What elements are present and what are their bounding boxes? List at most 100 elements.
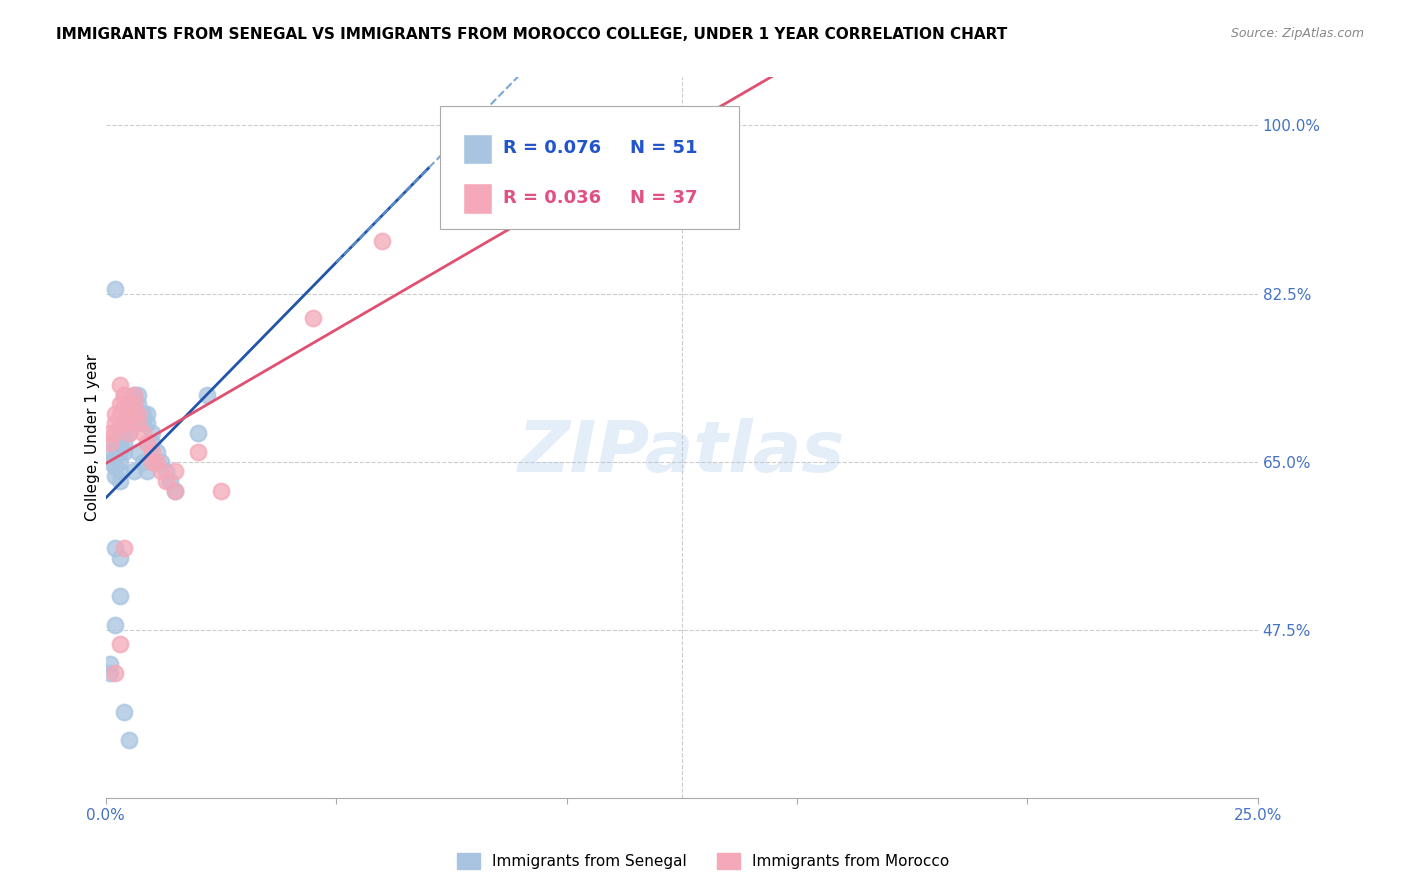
Point bbox=[108, 455, 131, 469]
Point bbox=[122, 387, 145, 401]
Point bbox=[112, 387, 135, 401]
Point bbox=[108, 417, 131, 431]
Point bbox=[104, 618, 127, 632]
Point bbox=[108, 464, 131, 478]
Point bbox=[112, 397, 135, 411]
Point bbox=[104, 435, 127, 450]
Point bbox=[127, 445, 149, 459]
Point bbox=[118, 397, 141, 411]
Point bbox=[100, 445, 122, 459]
Point bbox=[112, 417, 135, 431]
Point bbox=[122, 387, 145, 401]
Point bbox=[118, 397, 141, 411]
Legend: Immigrants from Senegal, Immigrants from Morocco: Immigrants from Senegal, Immigrants from… bbox=[450, 847, 956, 875]
Point bbox=[145, 445, 167, 459]
Text: R = 0.036: R = 0.036 bbox=[503, 189, 602, 207]
Point bbox=[112, 425, 135, 440]
Point bbox=[104, 407, 127, 421]
Point bbox=[104, 425, 127, 440]
Point bbox=[118, 417, 141, 431]
Point bbox=[100, 666, 122, 681]
Point bbox=[163, 483, 186, 498]
Point bbox=[159, 474, 181, 488]
Point bbox=[371, 234, 394, 248]
Point bbox=[302, 310, 325, 325]
Point bbox=[100, 425, 122, 440]
Point bbox=[118, 407, 141, 421]
Point bbox=[112, 387, 135, 401]
Point bbox=[100, 435, 122, 450]
Point bbox=[118, 417, 141, 431]
Point bbox=[163, 464, 186, 478]
Point bbox=[104, 450, 127, 464]
Y-axis label: College, Under 1 year: College, Under 1 year bbox=[86, 354, 100, 521]
Point bbox=[209, 483, 232, 498]
Point bbox=[118, 425, 141, 440]
Point bbox=[150, 464, 173, 478]
Bar bbox=[463, 184, 492, 214]
Point bbox=[187, 425, 209, 440]
Point bbox=[163, 483, 186, 498]
Point bbox=[108, 425, 131, 440]
Point bbox=[108, 407, 131, 421]
Point bbox=[108, 435, 131, 450]
Point bbox=[104, 666, 127, 681]
Point bbox=[122, 397, 145, 411]
Point bbox=[132, 425, 155, 440]
Point bbox=[187, 445, 209, 459]
Point bbox=[104, 469, 127, 483]
Bar bbox=[463, 134, 492, 164]
Point bbox=[122, 407, 145, 421]
Point bbox=[141, 445, 163, 459]
Text: N = 51: N = 51 bbox=[630, 139, 697, 157]
Point bbox=[155, 464, 177, 478]
Point bbox=[122, 407, 145, 421]
Point bbox=[127, 417, 149, 431]
Point bbox=[195, 387, 218, 401]
Point bbox=[127, 397, 149, 411]
Text: IMMIGRANTS FROM SENEGAL VS IMMIGRANTS FROM MOROCCO COLLEGE, UNDER 1 YEAR CORRELA: IMMIGRANTS FROM SENEGAL VS IMMIGRANTS FR… bbox=[56, 27, 1008, 42]
Point bbox=[108, 550, 131, 565]
Point bbox=[127, 387, 149, 401]
Point bbox=[150, 455, 173, 469]
Point bbox=[136, 464, 159, 478]
Text: N = 37: N = 37 bbox=[630, 189, 697, 207]
Point bbox=[141, 435, 163, 450]
Point bbox=[136, 417, 159, 431]
Point bbox=[108, 637, 131, 651]
Point bbox=[108, 397, 131, 411]
Point bbox=[108, 589, 131, 603]
Text: R = 0.076: R = 0.076 bbox=[503, 139, 602, 157]
Point bbox=[104, 417, 127, 431]
Point bbox=[132, 407, 155, 421]
Point bbox=[118, 425, 141, 440]
Point bbox=[141, 455, 163, 469]
Point bbox=[108, 474, 131, 488]
Point bbox=[112, 445, 135, 459]
Point bbox=[122, 464, 145, 478]
Point bbox=[122, 397, 145, 411]
Point bbox=[104, 282, 127, 296]
Text: ZIPatlas: ZIPatlas bbox=[519, 417, 845, 487]
Point bbox=[108, 445, 131, 459]
Point bbox=[127, 407, 149, 421]
Point bbox=[132, 417, 155, 431]
Point bbox=[141, 425, 163, 440]
Point bbox=[100, 657, 122, 671]
Point bbox=[136, 435, 159, 450]
FancyBboxPatch shape bbox=[440, 106, 740, 228]
Point bbox=[136, 407, 159, 421]
Point bbox=[145, 455, 167, 469]
Point bbox=[118, 407, 141, 421]
Point bbox=[112, 705, 135, 719]
Point bbox=[132, 455, 155, 469]
Point bbox=[100, 455, 122, 469]
Point bbox=[104, 541, 127, 556]
Point bbox=[112, 435, 135, 450]
Point bbox=[112, 541, 135, 556]
Point bbox=[118, 733, 141, 747]
Point bbox=[108, 378, 131, 392]
Text: Source: ZipAtlas.com: Source: ZipAtlas.com bbox=[1230, 27, 1364, 40]
Point bbox=[155, 474, 177, 488]
Point bbox=[104, 459, 127, 474]
